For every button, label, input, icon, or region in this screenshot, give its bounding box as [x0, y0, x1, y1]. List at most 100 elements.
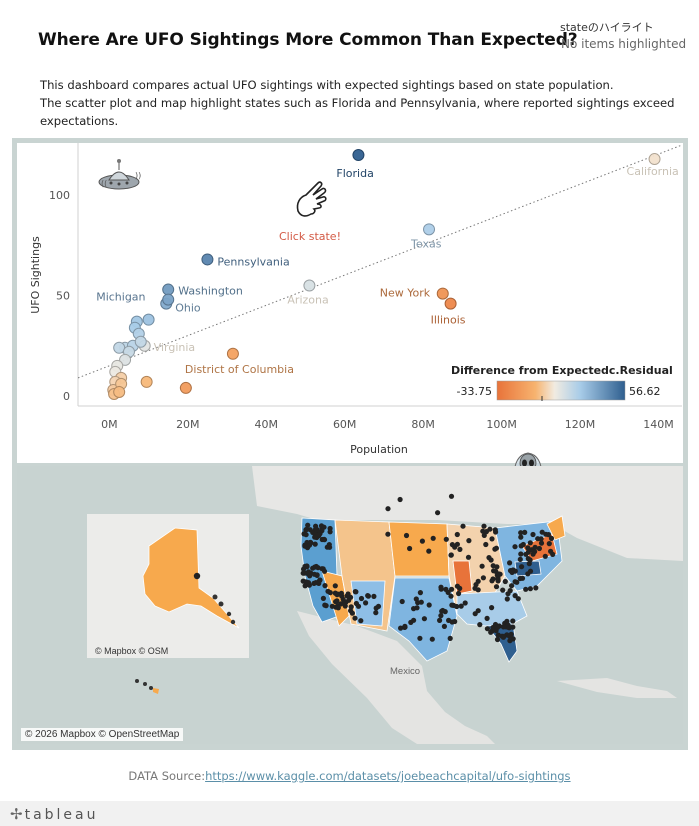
tableau-logo[interactable]: ✢ tableau: [10, 805, 99, 823]
sighting-dot: [332, 583, 338, 589]
svg-text:((: ((: [101, 179, 107, 188]
scatter-point[interactable]: [162, 293, 175, 306]
scatter-point[interactable]: [226, 347, 239, 360]
sighting-dot: [449, 586, 455, 592]
x-tick-label: 0M: [101, 418, 118, 431]
scatter-point[interactable]: [648, 153, 661, 166]
scatter-point[interactable]: [423, 223, 436, 236]
scatter-point[interactable]: [162, 283, 175, 296]
sighting-dot: [441, 623, 447, 629]
sighting-dot: [483, 541, 489, 548]
caribbean-landmass: [557, 678, 677, 698]
sighting-dot: [302, 583, 308, 589]
sighting-dot: [448, 493, 455, 499]
legend-max-label: 56.62: [629, 385, 661, 398]
sighting-dot: [349, 610, 355, 616]
sighting-dot: [358, 595, 365, 602]
mexico-label: Mexico: [390, 666, 420, 677]
sighting-dot: [481, 532, 487, 538]
point-label: Arizona: [287, 294, 328, 307]
map-attribution: © 2026 Mapbox © OpenStreetMap: [21, 728, 184, 741]
legend-gradient: [496, 380, 626, 401]
sighting-dot: [533, 585, 539, 591]
scatter-point[interactable]: [119, 353, 132, 366]
sighting-dot: [548, 548, 554, 554]
sighting-dot: [512, 593, 518, 599]
scatter-panel: 0M 20M 40M 60M 80M 100M 120M 140M 0 50 100 Califor…: [17, 143, 683, 488]
sighting-dot: [494, 564, 500, 570]
sighting-dot: [305, 522, 311, 528]
description-line-1: This dashboard compares actual UFO sight…: [40, 78, 614, 92]
scatter-point[interactable]: [303, 279, 316, 292]
sighting-dot: [538, 540, 545, 546]
sighting-dot: [305, 569, 312, 575]
sighting-dot: [530, 551, 536, 557]
scatter-point[interactable]: [142, 313, 155, 326]
sighting-dot: [449, 542, 455, 548]
us-choropleth-map[interactable]: © Mapbox © OSM Mexico © 2026 Mapbox © Op…: [17, 466, 683, 744]
hawaii-state[interactable]: [135, 679, 159, 694]
sighting-dot: [506, 633, 512, 639]
point-label: Texas: [410, 237, 442, 250]
point-label: California: [627, 165, 679, 178]
highlight-dropdown[interactable]: No items highlighted: [561, 37, 687, 51]
scatter-point[interactable]: [113, 385, 126, 398]
sighting-dot: [494, 636, 501, 643]
scatter-point[interactable]: [134, 335, 147, 348]
sighting-dot: [484, 626, 490, 632]
x-tick-label: 100M: [486, 418, 517, 431]
sighting-dot: [449, 602, 455, 608]
point-label: Michigan: [96, 291, 145, 304]
sighting-dot: [500, 634, 506, 640]
canada-landmass: [252, 466, 683, 561]
maine-state[interactable]: [546, 515, 566, 541]
alaska-state[interactable]: [142, 527, 240, 629]
scatter-point[interactable]: [140, 375, 153, 388]
sighting-dot: [363, 600, 369, 606]
sighting-dot: [385, 506, 391, 512]
sighting-dot: [315, 565, 321, 571]
northern-plains-region[interactable]: [388, 521, 450, 577]
data-source-link[interactable]: https://www.kaggle.com/datasets/joebeach…: [205, 769, 571, 783]
sighting-dot: [443, 586, 449, 592]
sighting-dot: [353, 589, 359, 595]
sighting-dot: [320, 595, 326, 601]
tableau-logo-text: tableau: [24, 807, 99, 823]
sighting-dot: [403, 532, 410, 539]
scatter-point[interactable]: [352, 149, 365, 162]
sighting-dot: [454, 603, 460, 610]
sighting-dot: [495, 624, 501, 630]
sighting-dot: [373, 605, 379, 611]
sighting-dot: [335, 605, 341, 611]
sighting-dot: [319, 566, 325, 572]
click-state-annotation: Click state!: [279, 230, 341, 243]
scatter-point[interactable]: [436, 287, 449, 300]
y-tick-label: 100: [49, 189, 70, 202]
sighting-dot: [489, 536, 495, 542]
scatter-point[interactable]: [201, 253, 214, 266]
sighting-dot: [448, 593, 454, 599]
scatter-point[interactable]: [444, 297, 457, 310]
scatter-chart[interactable]: 0M 20M 40M 60M 80M 100M 120M 140M 0 50 100 Califor…: [17, 143, 683, 488]
sighting-dot: [520, 541, 526, 548]
sighting-dot: [465, 554, 472, 560]
sighting-dot: [525, 571, 531, 577]
sighting-dot: [472, 585, 478, 591]
sighting-dot: [355, 603, 362, 609]
sighting-dot: [493, 584, 500, 590]
scatter-point[interactable]: [179, 381, 192, 394]
sighting-dot: [536, 545, 543, 552]
sighting-dot: [447, 635, 453, 641]
highlight-label: stateのハイライト: [560, 21, 654, 34]
sighting-dot: [429, 636, 435, 642]
sighting-dot: [527, 586, 533, 592]
sighting-dot: [500, 587, 506, 593]
tableau-footer: ✢ tableau: [0, 801, 699, 826]
sighting-dot: [507, 560, 513, 566]
tableau-cross-icon: ✢: [10, 805, 23, 823]
sighting-dot: [419, 538, 425, 544]
sighting-dot: [517, 556, 523, 562]
sighting-dot: [301, 531, 307, 537]
sighting-dot: [446, 617, 452, 623]
point-label: New York: [380, 287, 431, 300]
